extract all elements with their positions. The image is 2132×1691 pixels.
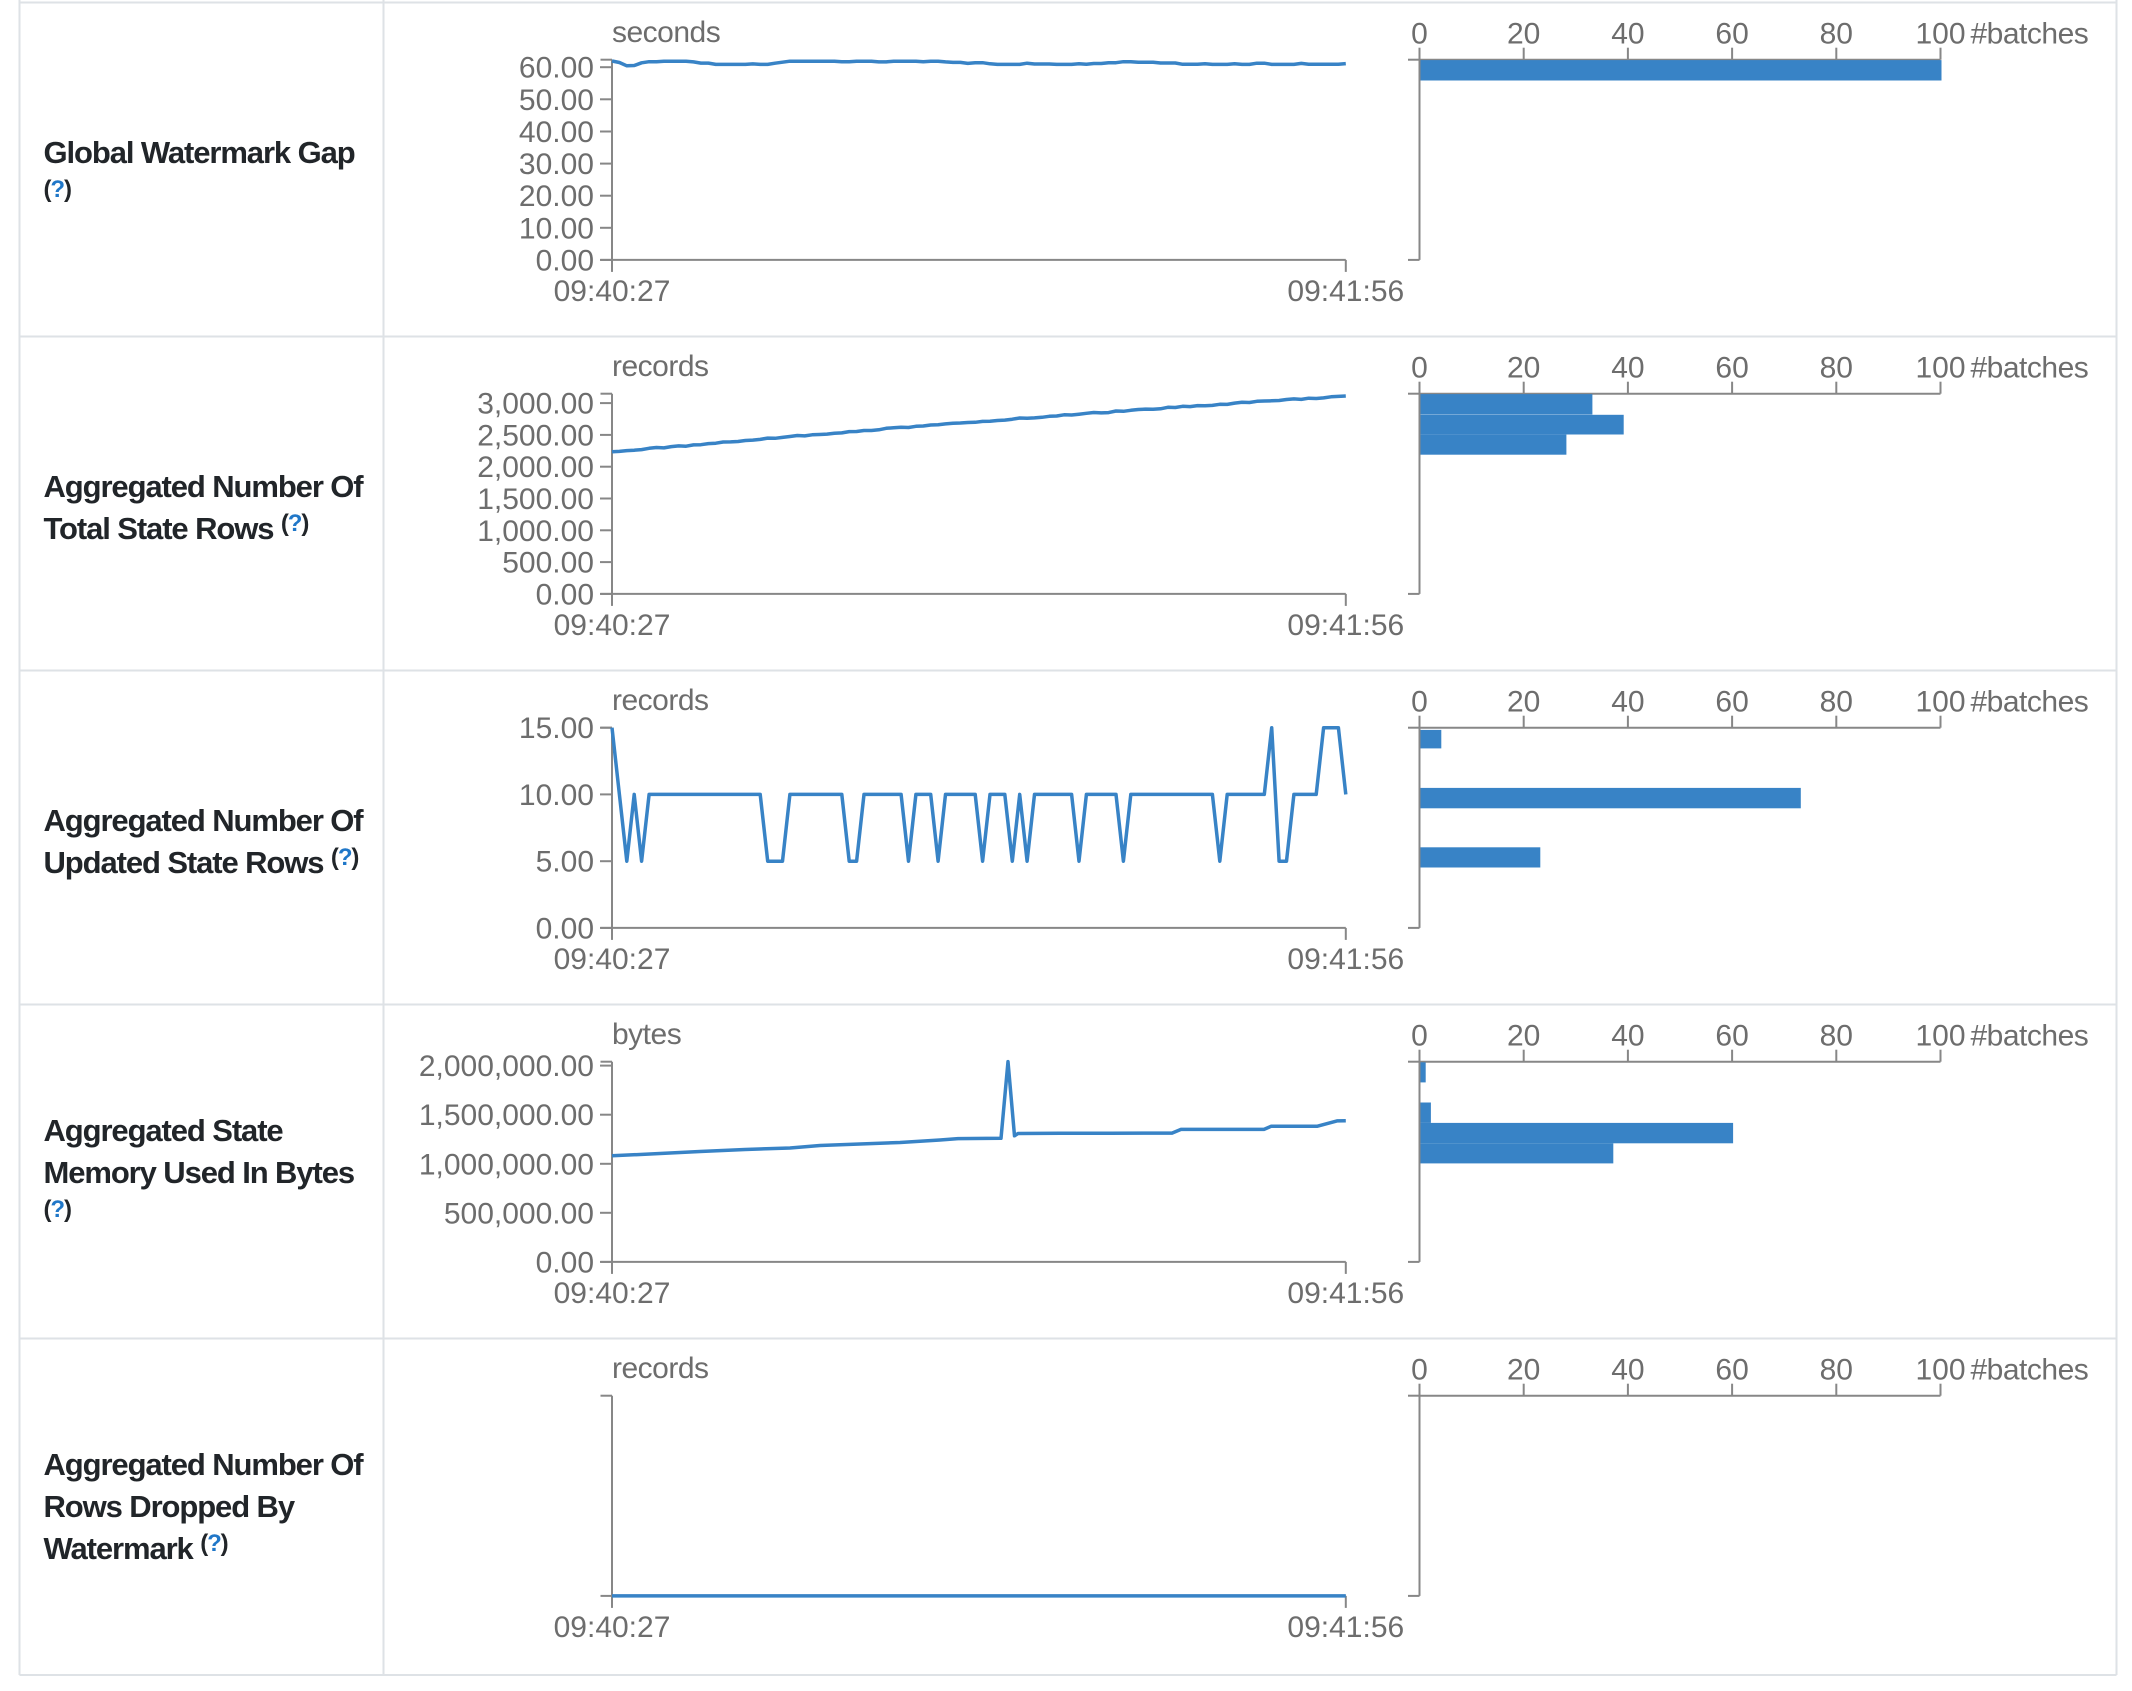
svg-text:40: 40 <box>1611 686 1644 719</box>
svg-text:Total State Rows (?): Total State Rows (?) <box>44 510 309 546</box>
svg-text:20: 20 <box>1507 18 1540 51</box>
svg-text:0: 0 <box>1411 686 1428 719</box>
svg-text:1,500,000.00: 1,500,000.00 <box>419 1099 594 1132</box>
svg-text:3,000.00: 3,000.00 <box>477 388 594 421</box>
svg-text:09:41:56: 09:41:56 <box>1287 943 1404 976</box>
svg-text:500,000.00: 500,000.00 <box>444 1197 594 1230</box>
svg-text:Global Watermark Gap: Global Watermark Gap <box>44 135 355 170</box>
svg-text:80: 80 <box>1820 686 1853 719</box>
svg-text:40.00: 40.00 <box>519 116 594 149</box>
svg-text:1,000,000.00: 1,000,000.00 <box>419 1148 594 1181</box>
svg-text:80: 80 <box>1820 1354 1853 1387</box>
svg-text:60.00: 60.00 <box>519 52 594 85</box>
svg-text:0.00: 0.00 <box>536 912 594 945</box>
svg-text:#batches: #batches <box>1971 686 2089 719</box>
svg-text:09:41:56: 09:41:56 <box>1287 1277 1404 1310</box>
svg-text:0.00: 0.00 <box>536 1246 594 1279</box>
svg-text:0: 0 <box>1411 18 1428 51</box>
svg-text:#batches: #batches <box>1971 1020 2089 1053</box>
svg-text:100: 100 <box>1915 352 1965 385</box>
svg-text:Memory Used In Bytes: Memory Used In Bytes <box>44 1155 355 1190</box>
svg-text:60: 60 <box>1715 1354 1748 1387</box>
svg-text:20: 20 <box>1507 1354 1540 1387</box>
svg-text:0.00: 0.00 <box>536 578 594 611</box>
svg-text:40: 40 <box>1611 18 1644 51</box>
svg-text:Rows Dropped By: Rows Dropped By <box>44 1489 296 1524</box>
svg-text:bytes: bytes <box>612 1018 681 1051</box>
svg-text:2,000.00: 2,000.00 <box>477 451 594 484</box>
svg-text:09:41:56: 09:41:56 <box>1287 1611 1404 1644</box>
svg-text:09:40:27: 09:40:27 <box>554 943 671 976</box>
svg-text:50.00: 50.00 <box>519 84 594 117</box>
svg-text:1,000.00: 1,000.00 <box>477 515 594 548</box>
svg-text:40: 40 <box>1611 1020 1644 1053</box>
svg-text:09:41:56: 09:41:56 <box>1287 275 1404 308</box>
svg-text:Updated State Rows (?): Updated State Rows (?) <box>44 844 359 880</box>
svg-text:0: 0 <box>1411 1020 1428 1053</box>
svg-text:09:41:56: 09:41:56 <box>1287 609 1404 642</box>
svg-text:2,000,000.00: 2,000,000.00 <box>419 1050 594 1083</box>
svg-text:0.00: 0.00 <box>536 244 594 277</box>
svg-text:80: 80 <box>1820 18 1853 51</box>
svg-text:09:40:27: 09:40:27 <box>554 1611 671 1644</box>
svg-text:60: 60 <box>1715 686 1748 719</box>
svg-text:#batches: #batches <box>1971 1354 2089 1387</box>
svg-text:(?): (?) <box>44 176 71 203</box>
svg-text:100: 100 <box>1915 686 1965 719</box>
svg-text:60: 60 <box>1715 1020 1748 1053</box>
svg-text:2,500.00: 2,500.00 <box>477 419 594 452</box>
svg-text:15.00: 15.00 <box>519 712 594 745</box>
svg-text:records: records <box>612 1352 709 1385</box>
svg-text:#batches: #batches <box>1971 352 2089 385</box>
svg-text:09:40:27: 09:40:27 <box>554 275 671 308</box>
svg-text:20: 20 <box>1507 1020 1540 1053</box>
svg-text:10.00: 10.00 <box>519 212 594 245</box>
svg-text:40: 40 <box>1611 352 1644 385</box>
svg-text:Aggregated Number Of: Aggregated Number Of <box>44 469 365 504</box>
svg-text:500.00: 500.00 <box>502 547 594 580</box>
svg-text:20.00: 20.00 <box>519 180 594 213</box>
svg-text:Aggregated Number Of: Aggregated Number Of <box>44 1447 365 1482</box>
svg-text:100: 100 <box>1915 1020 1965 1053</box>
svg-text:80: 80 <box>1820 352 1853 385</box>
svg-text:80: 80 <box>1820 1020 1853 1053</box>
svg-text:records: records <box>612 350 709 383</box>
svg-text:(?): (?) <box>44 1196 71 1223</box>
svg-text:1,500.00: 1,500.00 <box>477 483 594 516</box>
svg-text:60: 60 <box>1715 352 1748 385</box>
svg-text:seconds: seconds <box>612 16 720 49</box>
svg-text:#batches: #batches <box>1971 18 2089 51</box>
svg-text:Aggregated Number Of: Aggregated Number Of <box>44 803 365 838</box>
svg-text:0: 0 <box>1411 1354 1428 1387</box>
svg-text:20: 20 <box>1507 686 1540 719</box>
svg-text:40: 40 <box>1611 1354 1644 1387</box>
svg-text:records: records <box>612 684 709 717</box>
svg-text:100: 100 <box>1915 18 1965 51</box>
svg-text:60: 60 <box>1715 18 1748 51</box>
svg-text:20: 20 <box>1507 352 1540 385</box>
svg-text:Watermark (?): Watermark (?) <box>44 1530 228 1566</box>
svg-text:0: 0 <box>1411 352 1428 385</box>
svg-text:Aggregated State: Aggregated State <box>44 1113 284 1148</box>
svg-text:5.00: 5.00 <box>536 846 594 879</box>
svg-text:10.00: 10.00 <box>519 779 594 812</box>
svg-text:09:40:27: 09:40:27 <box>554 609 671 642</box>
svg-text:09:40:27: 09:40:27 <box>554 1277 671 1310</box>
svg-text:100: 100 <box>1915 1354 1965 1387</box>
svg-text:30.00: 30.00 <box>519 148 594 181</box>
